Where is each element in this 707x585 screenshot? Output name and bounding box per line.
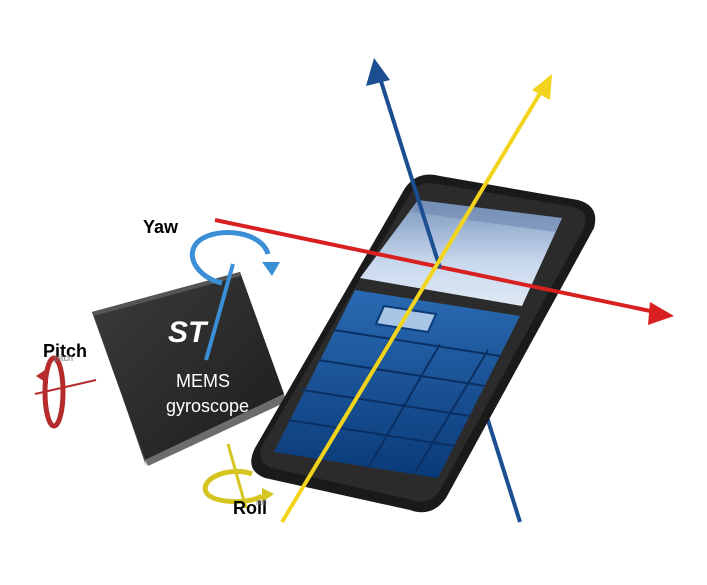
pitch-arrow — [34, 355, 97, 429]
yaw-arrow — [189, 230, 280, 361]
mems-chip — [92, 272, 286, 466]
roll-label: Roll — [233, 498, 267, 518]
pitch-label: Pitch — [43, 341, 87, 361]
pitch-small-label: pitch — [54, 353, 73, 363]
phone-screen — [360, 200, 562, 306]
roll-arrow — [202, 443, 274, 509]
chip-label-gyroscope: gyroscope — [166, 396, 249, 416]
yaw-label: Yaw — [143, 217, 179, 237]
roll-axis — [280, 74, 552, 524]
chip-label-mems: MEMS — [176, 371, 230, 391]
vertical-axis-upper — [366, 58, 442, 269]
roll-small-label: roll — [256, 498, 267, 507]
st-logo-text: ST — [168, 316, 209, 349]
mobile-phone — [251, 174, 596, 513]
